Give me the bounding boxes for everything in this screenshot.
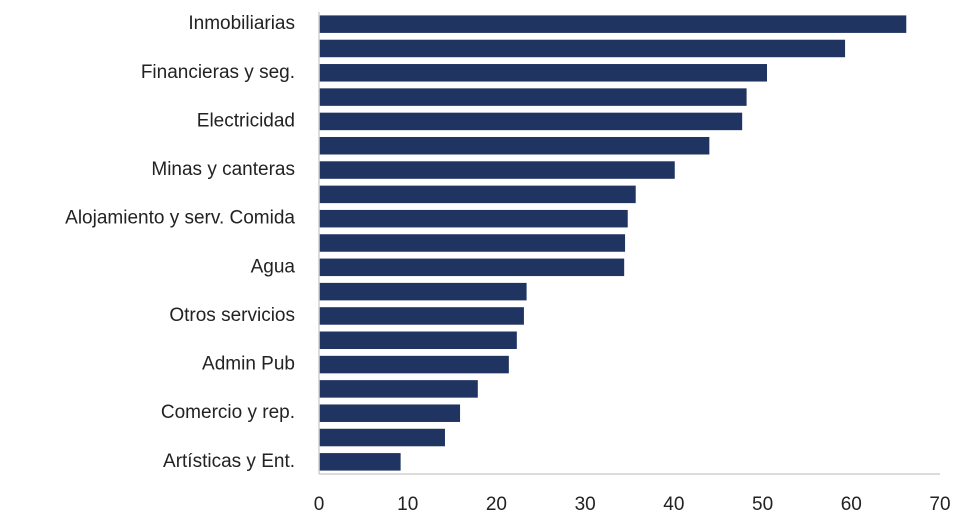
y-tick-label: Comercio y rep. [161, 402, 295, 423]
bar [319, 88, 747, 106]
y-tick-label: Alojamiento y serv. Comida [65, 208, 295, 229]
bar [319, 258, 625, 277]
bar [319, 39, 846, 58]
bar [319, 209, 628, 228]
y-tick-label: Admin Pub [202, 354, 295, 375]
x-tick-label: 20 [486, 494, 507, 515]
x-tick-label: 60 [841, 494, 862, 515]
bar [319, 404, 461, 422]
bar [319, 185, 636, 204]
bar [319, 64, 768, 82]
bar [319, 15, 907, 33]
bar [319, 234, 626, 252]
x-tick-label: 30 [575, 494, 596, 515]
x-tick-label: 50 [752, 494, 773, 515]
y-tick-label: Artísticas y Ent. [163, 451, 295, 472]
x-tick-label: 10 [397, 494, 418, 515]
bar [319, 282, 527, 301]
bar [319, 307, 524, 325]
bar [319, 380, 478, 398]
bar [319, 112, 743, 131]
bar [319, 331, 517, 350]
bar [319, 453, 401, 471]
y-tick-label: Minas y canteras [151, 159, 295, 180]
bar [319, 355, 509, 374]
y-tick-label: Agua [251, 256, 296, 277]
bar [319, 161, 675, 179]
y-tick-label: Otros servicios [169, 305, 295, 326]
y-tick-label: Financieras y seg. [141, 62, 295, 83]
y-tick-label: Inmobiliarias [188, 13, 295, 34]
bar [319, 136, 710, 155]
x-tick-label: 0 [314, 494, 325, 515]
bar [319, 428, 445, 447]
x-tick-label: 40 [663, 494, 684, 515]
x-tick-label: 70 [929, 494, 950, 515]
y-tick-label: Electricidad [197, 110, 295, 131]
